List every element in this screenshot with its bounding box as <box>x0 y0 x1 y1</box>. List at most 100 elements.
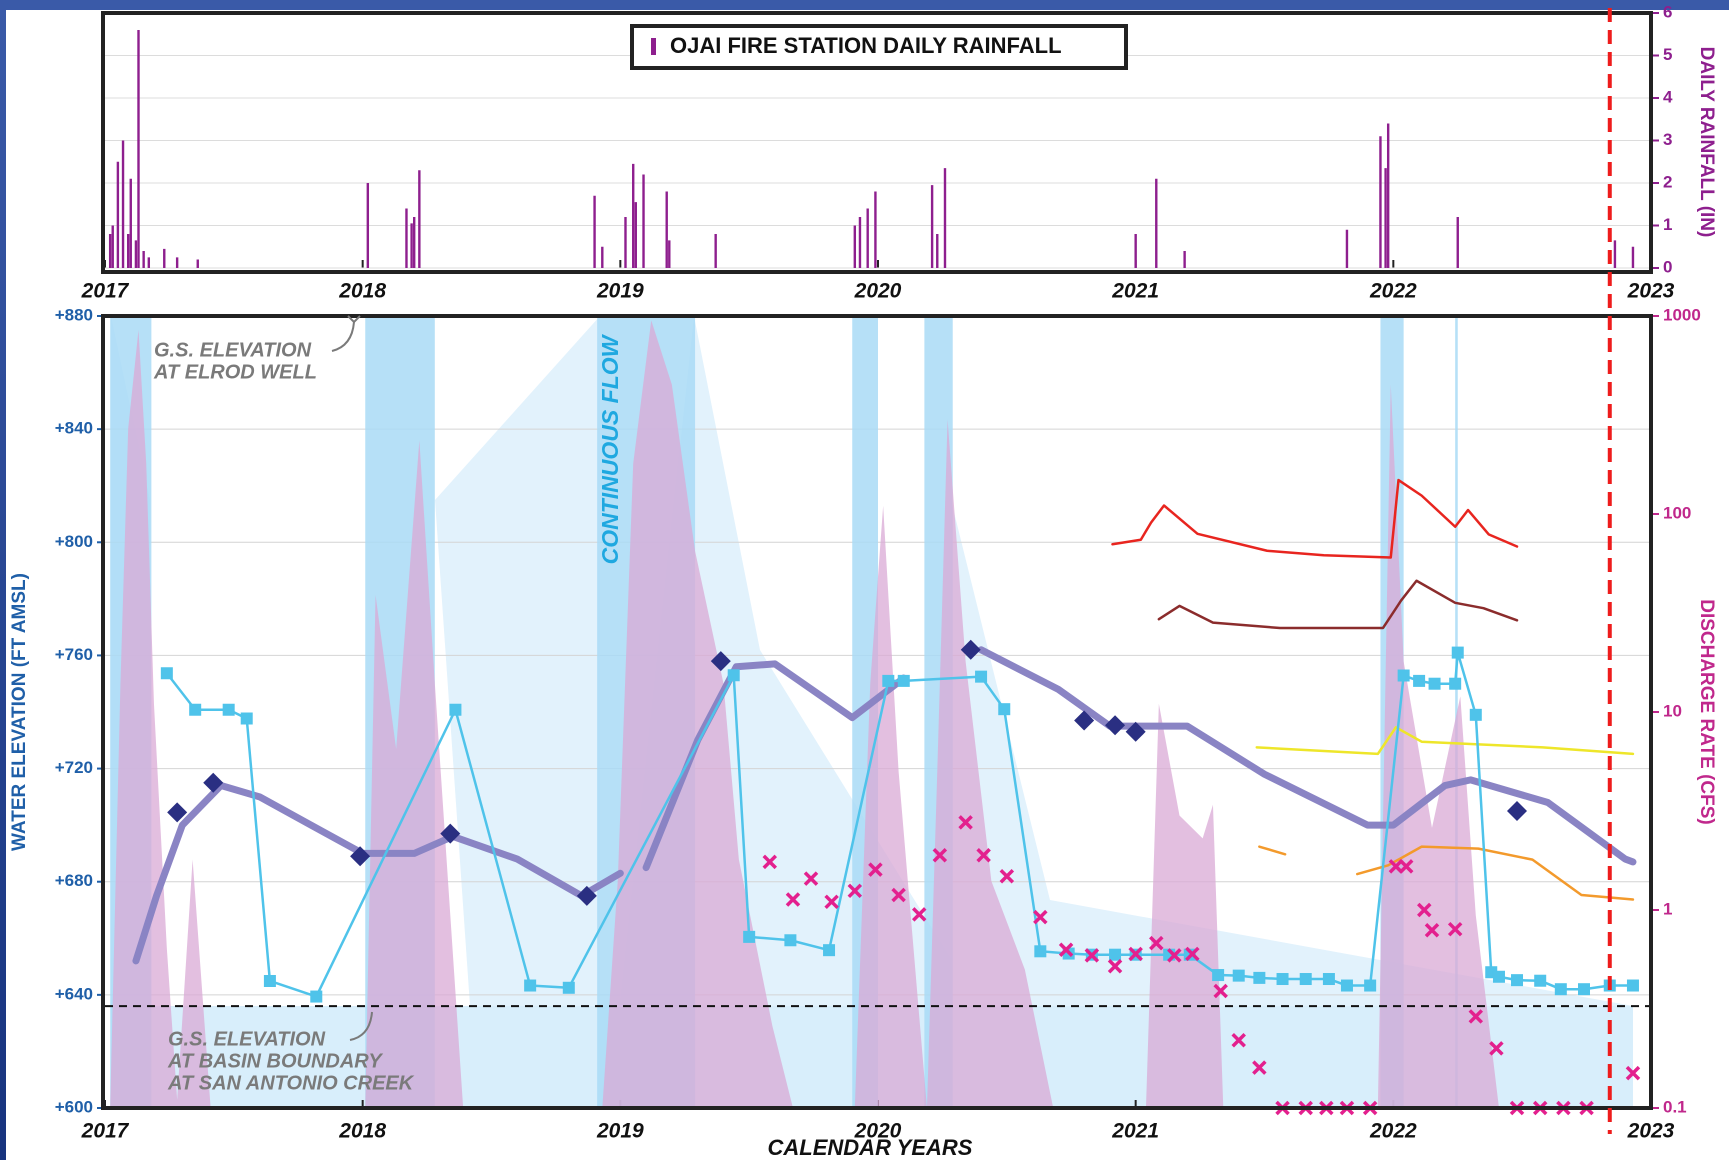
y-tick-label: +880 <box>55 305 93 324</box>
bar <box>1183 251 1186 268</box>
y2-tick-label: 100 <box>1663 503 1691 522</box>
plot-frame <box>101 11 1653 274</box>
legend-swatch <box>651 38 656 55</box>
bar <box>1384 168 1387 268</box>
marker-square <box>882 674 895 687</box>
y2-tick-label: 4 <box>1663 87 1673 106</box>
bar <box>142 251 145 268</box>
y-axis-label: WATER ELEVATION (FT AMSL) <box>9 573 30 851</box>
marker-square <box>1340 979 1353 992</box>
marker-x <box>1231 1032 1246 1048</box>
annotation-arrow <box>331 321 355 352</box>
annotation: AT ELROD WELL <box>153 361 317 383</box>
marker-x <box>1185 946 1200 962</box>
bar <box>129 178 132 268</box>
marker-square <box>1534 974 1547 987</box>
series-line <box>1111 478 1519 559</box>
y2-tick-label: 3 <box>1663 130 1672 149</box>
marker-x <box>958 815 973 830</box>
legend-label: OJAI FIRE STATION DAILY RAINFALL <box>670 33 1062 58</box>
y-tick-label: +680 <box>55 871 93 890</box>
marker-square <box>1212 969 1225 982</box>
x-tick-label: 2017 <box>81 280 130 303</box>
y2-axis-label: DISCHARGE RATE (CFS) <box>1696 599 1717 825</box>
bar <box>874 191 877 268</box>
bar <box>601 246 604 268</box>
y2-tick-label: 1 <box>1663 899 1672 918</box>
marker-x <box>1398 859 1414 874</box>
discharge-area <box>110 320 1499 1108</box>
marker-x <box>762 854 778 870</box>
marker-square <box>1449 677 1462 690</box>
marker-x <box>868 862 883 877</box>
marker-x <box>1213 983 1228 999</box>
marker-square <box>240 712 253 725</box>
marker-x <box>1417 902 1432 918</box>
annotation: G.S. ELEVATION <box>154 339 312 361</box>
marker-x <box>1489 1041 1504 1056</box>
annotation: AT SAN ANTONIO CREEK <box>167 1072 415 1094</box>
y2-tick-label: 0.1 <box>1663 1097 1687 1116</box>
y2-tick-label: 1 <box>1663 215 1672 234</box>
bar <box>1379 136 1382 268</box>
y-tick-label: +800 <box>55 532 93 551</box>
marker-square <box>1578 983 1591 996</box>
bar <box>930 185 934 268</box>
y-tick-label: +640 <box>55 984 93 1003</box>
marker-diamond <box>350 846 371 867</box>
marker-diamond <box>203 772 224 793</box>
marker-x <box>1033 909 1048 925</box>
marker-square <box>784 934 797 947</box>
bar <box>410 223 413 268</box>
marker-square <box>524 979 537 992</box>
marker-diamond <box>1507 801 1528 821</box>
bar <box>1631 246 1635 268</box>
x-axis-label: CALENDAR YEARS <box>768 1135 973 1160</box>
marker-square <box>1413 674 1426 687</box>
marker-square <box>160 667 173 680</box>
bar <box>111 225 114 268</box>
x-tick-label: 2019 <box>596 1120 644 1143</box>
y-tick-label: +840 <box>55 419 93 438</box>
bar <box>108 234 112 268</box>
light-fill <box>435 316 600 1006</box>
marker-diamond <box>710 651 731 672</box>
y-tick-label: +760 <box>55 645 93 664</box>
marker-x <box>824 894 839 910</box>
x-tick-label: 2018 <box>338 280 386 303</box>
x-tick-label: 2019 <box>596 280 644 303</box>
legend: OJAI FIRE STATION DAILY RAINFALL <box>630 24 1128 70</box>
marker-x <box>932 848 948 863</box>
x-tick-label: 2021 <box>1111 280 1159 303</box>
series-line <box>1157 579 1519 630</box>
marker-x <box>847 883 863 899</box>
x-tick-label: 2023 <box>1627 280 1675 303</box>
x-tick-label: 2018 <box>338 1120 386 1143</box>
marker-diamond <box>440 823 461 844</box>
marker-x <box>1625 1065 1641 1081</box>
marker-diamond <box>1125 721 1146 742</box>
marker-square <box>1253 971 1266 984</box>
marker-square <box>310 990 323 1003</box>
marker-square <box>998 703 1011 716</box>
marker-diamond <box>1074 710 1095 731</box>
bar <box>866 208 869 268</box>
bar <box>175 257 179 268</box>
flow-period <box>1455 316 1458 1108</box>
marker-x <box>1447 921 1463 937</box>
series-line <box>165 651 1635 998</box>
marker-square <box>1364 979 1377 992</box>
series-line <box>1255 726 1635 756</box>
x-tick-label: 2023 <box>1627 1120 1675 1143</box>
bar <box>665 191 668 268</box>
annotation-arrow <box>347 315 361 324</box>
marker-square <box>1397 669 1410 682</box>
bar <box>1155 178 1158 268</box>
marker-x <box>1252 1060 1267 1075</box>
marker-x <box>911 907 927 922</box>
bar <box>418 170 421 268</box>
y2-tick-label: 2 <box>1663 172 1672 191</box>
bar <box>137 30 140 268</box>
y2-tick-label: 10 <box>1663 701 1682 720</box>
